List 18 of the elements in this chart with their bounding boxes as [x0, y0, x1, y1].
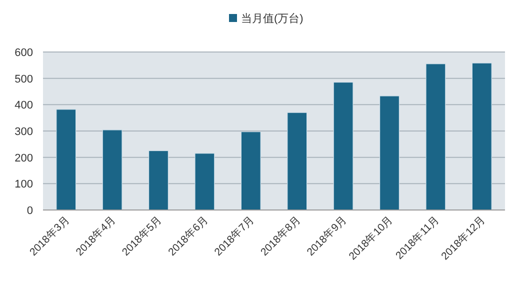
- y-tick-label: 500: [14, 73, 33, 86]
- bar: [56, 109, 76, 210]
- y-tick-label: 200: [14, 152, 33, 164]
- y-tick-label: 600: [14, 47, 33, 59]
- bar: [240, 131, 261, 210]
- y-tick-label: 100: [14, 178, 33, 191]
- bar: [102, 130, 122, 210]
- bar: [148, 150, 168, 210]
- bar: [333, 82, 354, 210]
- legend-label: 当月值(万台): [241, 12, 304, 25]
- bar: [472, 62, 492, 210]
- y-tick-label: 400: [14, 100, 33, 112]
- bar: [426, 64, 446, 210]
- bar: [194, 153, 215, 210]
- bar: [380, 96, 400, 210]
- y-tick-label: 0: [26, 205, 33, 217]
- bar: [287, 112, 308, 210]
- y-tick-label: 300: [14, 126, 33, 138]
